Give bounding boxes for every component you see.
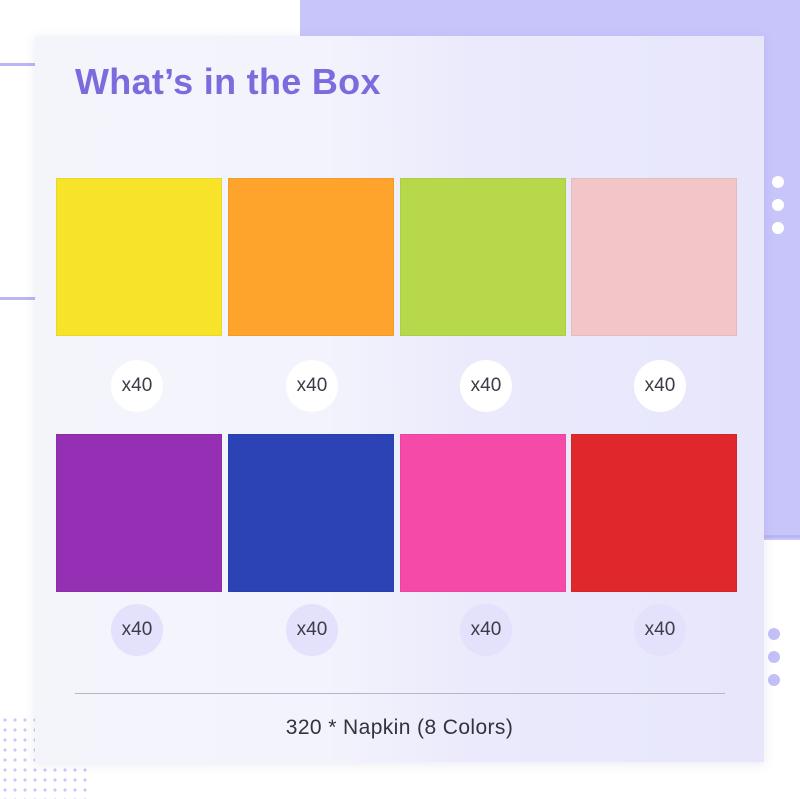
napkin-swatch-yellow <box>56 178 222 336</box>
quantity-badge: x40 <box>286 360 338 412</box>
quantity-badge: x40 <box>111 360 163 412</box>
contents-card: What’s in the Box x40 x40 x40 x40 x40 x4… <box>35 36 764 762</box>
napkin-swatch-light-pink <box>571 178 737 336</box>
page-title: What’s in the Box <box>75 61 381 102</box>
decorative-line <box>760 535 800 538</box>
package-summary: 320 * Napkin (8 Colors) <box>285 716 514 739</box>
napkin-swatch-blue <box>228 434 394 592</box>
napkin-swatch-orange <box>228 178 394 336</box>
napkin-swatch-purple <box>56 434 222 592</box>
napkin-swatch-lime <box>400 178 566 336</box>
decorative-dots-top <box>772 176 784 234</box>
napkin-swatch-hot-pink <box>400 434 566 592</box>
decorative-dots-bottom <box>768 628 780 686</box>
quantity-badge: x40 <box>460 360 512 412</box>
decorative-line <box>0 297 40 300</box>
quantity-badge: x40 <box>460 604 512 656</box>
quantity-badge: x40 <box>111 604 163 656</box>
quantity-badge: x40 <box>634 604 686 656</box>
divider <box>75 693 725 694</box>
quantity-badge: x40 <box>634 360 686 412</box>
decorative-line <box>0 63 40 66</box>
napkin-swatch-red <box>571 434 737 592</box>
quantity-badge: x40 <box>286 604 338 656</box>
